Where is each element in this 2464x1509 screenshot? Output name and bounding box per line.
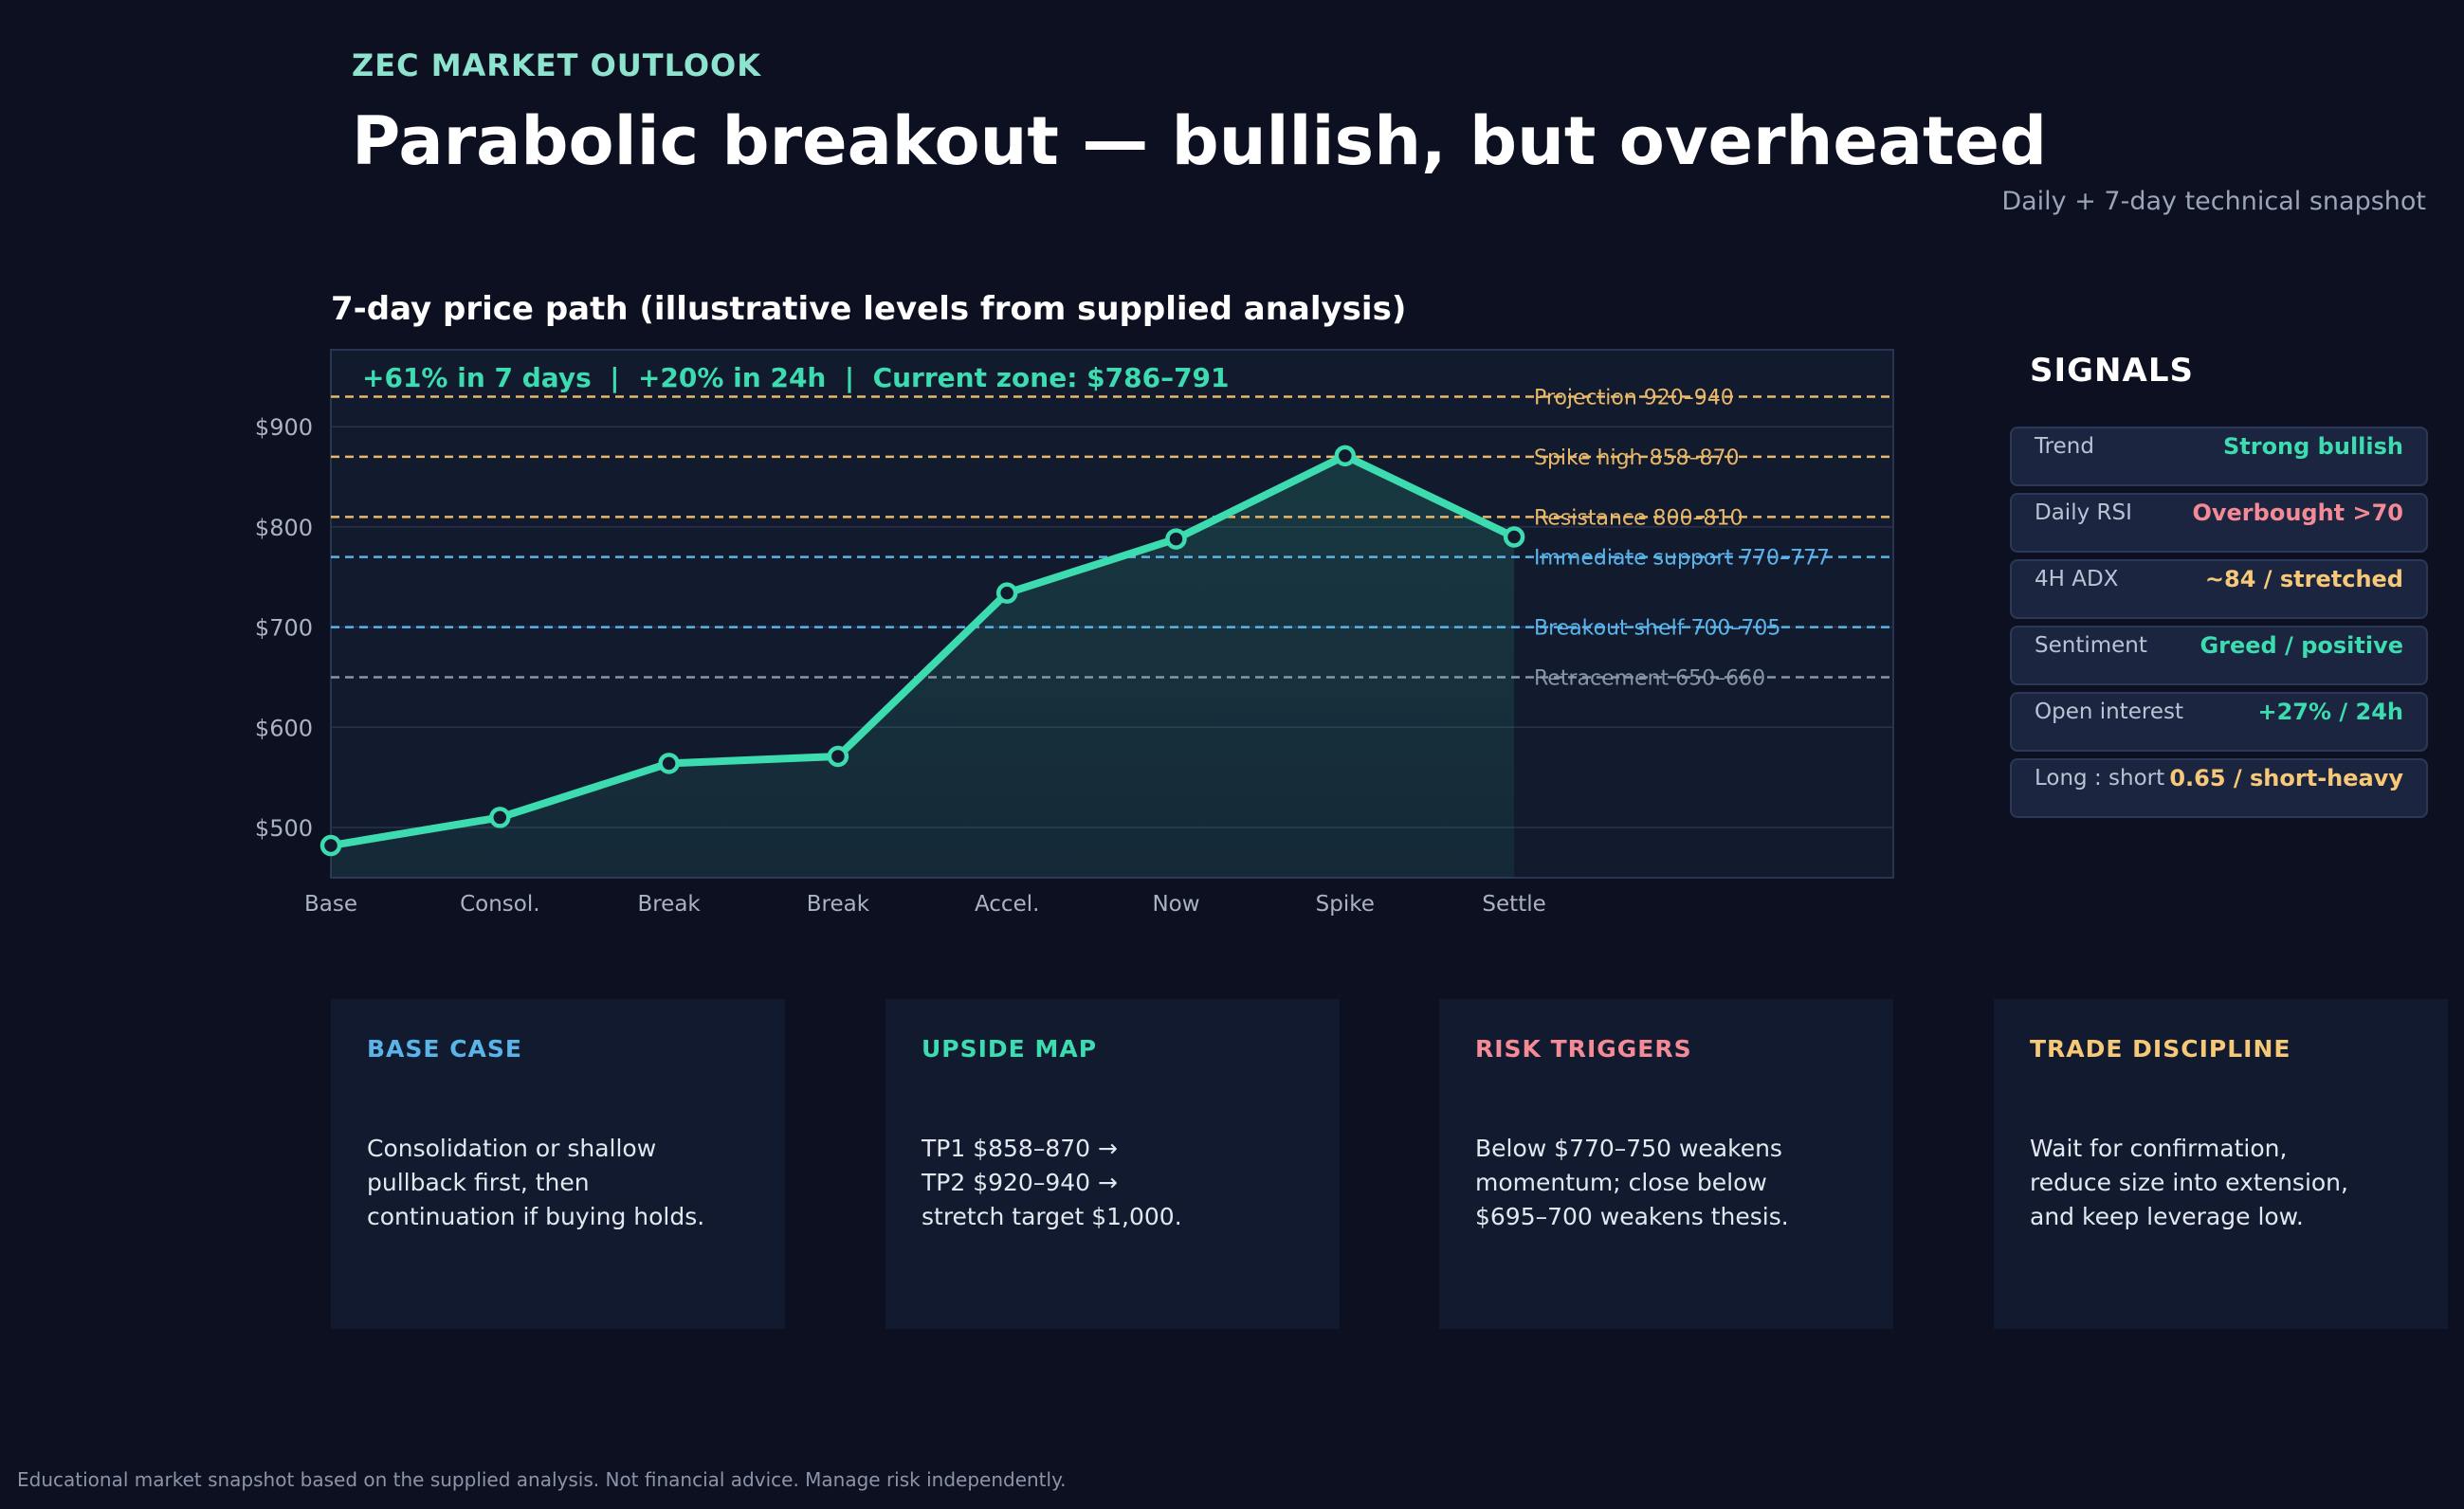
card-title: RISK TRIGGERS [1475,1035,1692,1063]
signal-label: Open interest [2035,700,2183,724]
card-body: TP1 $858–870 → TP2 $920–940 → stretch ta… [922,1135,1182,1230]
level-label: Spike high 858–870 [1534,446,1739,470]
signal-label: Sentiment [2035,633,2147,658]
signal-row: Long : short 0.65 / short-heavy [2010,758,2428,818]
price-chart: Projection 920–940 Spike high 858–870 Resi… [255,349,1894,917]
signal-label: Long : short [2035,766,2165,791]
signal-value: ~84 / stretched [2204,566,2403,592]
y-tick-label: $700 [255,615,313,642]
y-tick-label: $900 [255,414,313,441]
card-base-case: BASE CASE Consolidation or shallow pullb… [331,999,785,1329]
level-label: Projection 920–940 [1534,386,1734,409]
signals-title: SIGNALS [2030,352,2194,390]
data-point [827,745,849,768]
signal-row: Daily RSI Overbought >70 [2010,493,2428,553]
signal-value: Strong bullish [2222,433,2403,460]
x-tick-label: Now [1152,892,1199,917]
signal-label: 4H ADX [2035,567,2119,591]
page-title: Parabolic breakout — bullish, but overhe… [352,102,2048,180]
x-tick-label: Spike [1316,892,1375,917]
area-fill [331,455,1515,878]
data-point [1503,526,1525,548]
x-tick-label: Accel. [975,892,1039,917]
card-body: Below $770–750 weakens momentum; close b… [1475,1135,1789,1230]
data-point [319,834,342,857]
series-line [327,451,1519,850]
signal-value: Overbought >70 [2192,500,2403,526]
signal-value: Greed / positive [2199,632,2403,659]
signal-label: Daily RSI [2035,500,2132,525]
card-body: Wait for confirmation, reduce size into … [2030,1135,2348,1230]
signal-label: Trend [2035,434,2094,459]
y-tick-label: $500 [255,815,313,842]
x-tick-label: Break [637,892,701,917]
card-upside-map: UPSIDE MAP TP1 $858–870 → TP2 $920–940 →… [885,999,1340,1329]
signal-row: Sentiment Greed / positive [2010,626,2428,685]
card-risk-triggers: RISK TRIGGERS Below $770–750 weakens mom… [1439,999,1893,1329]
data-point [1334,445,1357,467]
card-title: TRADE DISCIPLINE [2030,1035,2291,1063]
page-subtitle: Daily + 7-day technical snapshot [2001,187,2426,216]
card-trade-discipline: TRADE DISCIPLINE Wait for confirmation, … [1994,999,2448,1329]
card-body: Consolidation or shallow pullback first,… [367,1135,705,1230]
signal-row: Trend Strong bullish [2010,427,2428,486]
data-point [658,753,680,774]
x-tick-label: Consol. [460,892,539,917]
level-label: Resistance 800–810 [1534,506,1743,530]
x-tick-label: Base [304,892,357,917]
card-title: UPSIDE MAP [922,1035,1098,1063]
level-label: Breakout shelf 700–705 [1534,617,1780,641]
level-label: Retracement 650–660 [1534,666,1765,690]
page-kicker: ZEC MARKET OUTLOOK [352,47,762,83]
card-title: BASE CASE [367,1035,522,1063]
x-tick-label: Break [807,892,870,917]
y-tick-label: $800 [255,515,313,541]
y-tick-label: $600 [255,715,313,741]
signal-row: 4H ADX ~84 / stretched [2010,559,2428,619]
signal-value: 0.65 / short-heavy [2169,765,2403,791]
chart-annotation: +61% in 7 days | +20% in 24h | Current z… [362,362,1230,393]
level-label: Immediate support 770–777 [1534,547,1830,571]
footer-disclaimer: Educational market snapshot based on the… [17,1468,1067,1491]
signal-row: Open interest +27% / 24h [2010,692,2428,752]
data-point [489,807,511,828]
data-point [1165,528,1187,550]
x-tick-label: Settle [1482,892,1545,917]
chart-title: 7-day price path (illustrative levels fr… [331,290,1407,328]
data-point [995,582,1018,604]
signal-value: +27% / 24h [2257,699,2403,725]
